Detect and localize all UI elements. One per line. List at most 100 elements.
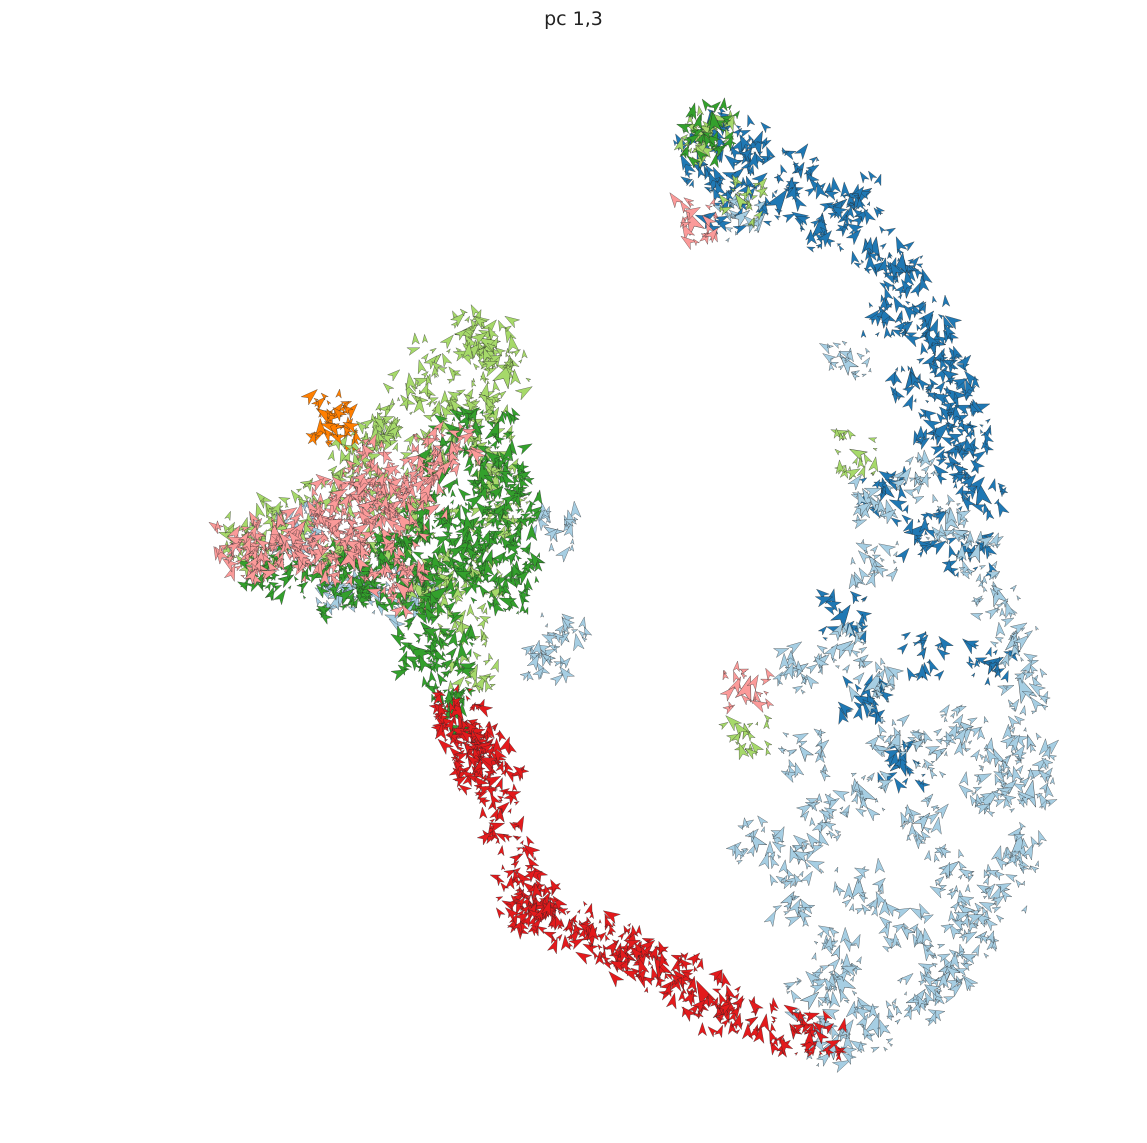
point-cloud-mark bbox=[705, 222, 715, 235]
point-cloud-mark bbox=[337, 493, 351, 511]
point-cloud-mark bbox=[721, 172, 737, 181]
point-cloud-mark bbox=[1011, 630, 1015, 636]
point-cloud-mark bbox=[473, 526, 485, 534]
point-cloud-mark bbox=[439, 636, 447, 645]
point-cloud-mark bbox=[902, 394, 914, 412]
point-cloud-mark bbox=[223, 563, 236, 582]
point-cloud-mark bbox=[868, 367, 872, 373]
point-cloud-mark bbox=[777, 747, 787, 755]
point-cloud-mark bbox=[407, 460, 417, 470]
point-cloud-mark bbox=[283, 539, 292, 553]
point-cloud-mark bbox=[891, 329, 904, 338]
point-cloud-mark bbox=[540, 899, 552, 918]
point-cloud-mark bbox=[827, 343, 831, 349]
point-cloud-mark bbox=[778, 859, 788, 875]
data-point bbox=[744, 1016, 759, 1028]
point-cloud-mark bbox=[431, 524, 436, 531]
point-cloud-mark bbox=[463, 558, 472, 563]
point-cloud-mark bbox=[832, 790, 850, 802]
point-cloud-mark bbox=[495, 526, 502, 532]
point-cloud-mark bbox=[506, 473, 515, 478]
point-cloud-mark bbox=[728, 1020, 738, 1035]
point-cloud-mark bbox=[784, 768, 789, 776]
point-cloud-mark bbox=[794, 1051, 799, 1056]
point-cloud-mark bbox=[865, 571, 876, 588]
point-cloud-mark bbox=[681, 222, 696, 241]
point-cloud-mark bbox=[830, 176, 842, 195]
point-cloud-mark bbox=[979, 765, 984, 772]
point-cloud-mark bbox=[446, 614, 464, 625]
point-cloud-mark bbox=[783, 902, 793, 912]
point-cloud-mark bbox=[331, 539, 343, 547]
point-cloud-mark bbox=[415, 638, 421, 645]
point-cloud-mark bbox=[972, 786, 983, 793]
point-cloud-mark bbox=[953, 912, 970, 922]
point-cloud-mark bbox=[516, 471, 532, 482]
point-cloud-mark bbox=[1019, 821, 1027, 831]
point-cloud-mark bbox=[891, 1002, 899, 1011]
point-cloud-mark bbox=[990, 939, 998, 950]
point-cloud-mark bbox=[879, 243, 887, 250]
point-cloud-mark bbox=[268, 581, 280, 590]
point-cloud-mark bbox=[732, 175, 739, 186]
point-cloud-mark bbox=[347, 500, 353, 508]
point-cloud-mark bbox=[841, 899, 852, 908]
point-cloud-mark bbox=[681, 972, 694, 981]
point-cloud-mark bbox=[789, 845, 801, 864]
point-cloud-mark bbox=[763, 714, 773, 723]
point-cloud-mark bbox=[813, 1024, 819, 1033]
point-cloud-mark bbox=[704, 204, 713, 211]
point-cloud-mark bbox=[995, 604, 1003, 609]
point-cloud-mark bbox=[252, 572, 263, 587]
point-cloud-mark bbox=[460, 687, 465, 693]
point-cloud-mark bbox=[293, 502, 304, 519]
point-cloud-mark bbox=[805, 674, 820, 690]
point-cloud-mark bbox=[517, 359, 523, 364]
point-cloud-mark bbox=[921, 762, 926, 769]
point-cloud-mark bbox=[479, 757, 498, 769]
point-cloud-mark bbox=[1038, 829, 1047, 845]
point-cloud-mark bbox=[871, 877, 886, 892]
point-cloud-mark bbox=[491, 737, 503, 754]
point-cloud-mark bbox=[531, 881, 543, 899]
point-cloud-mark bbox=[891, 387, 898, 397]
point-cloud-mark bbox=[444, 689, 455, 705]
point-cloud-mark bbox=[366, 599, 376, 607]
point-cloud-mark bbox=[894, 284, 906, 296]
point-cloud-mark bbox=[856, 464, 866, 479]
point-cloud-mark bbox=[798, 870, 804, 878]
point-cloud-mark bbox=[329, 588, 343, 601]
point-cloud-mark bbox=[495, 874, 505, 887]
point-cloud-mark bbox=[691, 998, 708, 1015]
point-cloud-mark bbox=[990, 544, 996, 548]
point-cloud-mark bbox=[839, 354, 845, 360]
point-cloud-mark bbox=[901, 278, 913, 294]
point-cloud-mark bbox=[893, 321, 907, 334]
point-cloud-mark bbox=[327, 582, 341, 597]
point-cloud-mark bbox=[433, 690, 444, 706]
point-cloud-mark bbox=[925, 512, 936, 521]
point-cloud-mark bbox=[871, 906, 878, 917]
point-cloud-mark bbox=[425, 514, 429, 521]
point-cloud-mark bbox=[679, 221, 692, 229]
point-cloud-mark bbox=[417, 532, 432, 543]
point-cloud-mark bbox=[824, 601, 842, 612]
point-cloud-mark bbox=[820, 226, 829, 235]
point-cloud-mark bbox=[636, 975, 642, 979]
point-cloud-mark bbox=[765, 698, 775, 710]
point-cloud-mark bbox=[442, 689, 449, 694]
point-cloud-mark bbox=[853, 195, 860, 200]
point-cloud-mark bbox=[815, 1062, 820, 1068]
point-cloud-mark bbox=[537, 651, 542, 659]
point-cloud-mark bbox=[1017, 790, 1035, 807]
point-cloud-mark bbox=[923, 758, 934, 771]
point-cloud-mark bbox=[395, 429, 402, 440]
point-cloud-mark bbox=[508, 741, 517, 756]
point-cloud-mark bbox=[953, 392, 959, 401]
point-cloud-mark bbox=[476, 419, 483, 428]
point-cloud-mark bbox=[999, 486, 1007, 496]
point-cloud-mark bbox=[270, 500, 282, 517]
point-cloud-mark bbox=[937, 314, 945, 320]
point-cloud-mark bbox=[400, 452, 414, 461]
point-cloud-mark bbox=[909, 923, 919, 934]
